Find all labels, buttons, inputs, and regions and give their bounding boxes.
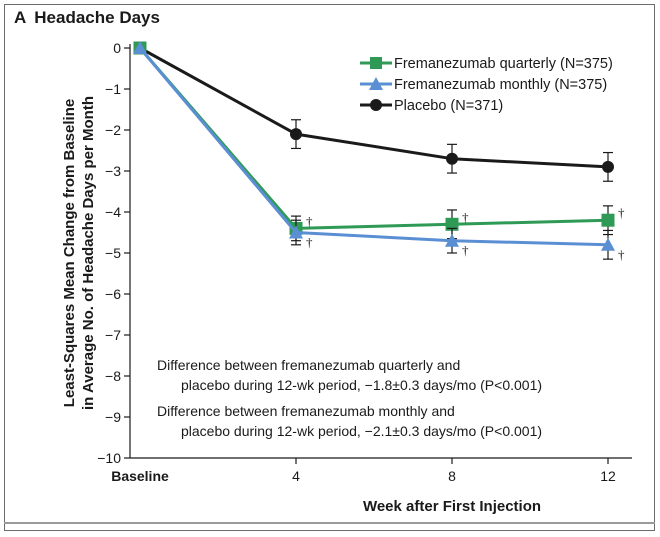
panel-letter: A [14,8,27,27]
y-tick-label: 0 [113,40,121,56]
y-tick-label: −6 [105,286,121,302]
significance-dagger: † [618,205,625,220]
data-point [602,160,614,173]
x-tick-label: Baseline [111,468,169,484]
y-tick-label: −3 [105,163,121,179]
legend-label: Fremanezumab quarterly (N=375) [394,56,613,72]
legend-item: Fremanezumab monthly (N=375) [360,77,607,93]
x-axis-title: Week after First Injection [363,498,541,515]
panel-title: A Headache Days [14,8,160,28]
y-tick-label: −5 [105,245,121,261]
figure-frame [4,4,655,531]
legend-marker [369,77,383,90]
annotations: Difference between fremanezumab quarterl… [157,357,542,439]
data-point [601,237,615,251]
y-tick-label: −4 [105,204,121,220]
annotation-line-4: placebo during 12-wk period, −2.1±0.3 da… [181,423,542,439]
series-line [138,47,609,230]
data-point [446,152,458,165]
x-tick-label: 8 [448,468,456,484]
data-point [289,225,303,239]
legend-item: Placebo (N=371) [360,98,503,114]
significance-dagger: † [462,243,469,258]
y-axis-title-line-2: in Average No. of Headache Days per Mont… [80,96,97,410]
x-tick-label: 4 [292,468,300,484]
legend: Fremanezumab quarterly (N=375) Fremanezum… [360,56,613,114]
legend-label: Fremanezumab monthly (N=375) [394,77,607,93]
data-point [133,41,147,54]
y-tick-label: −2 [105,122,121,138]
significance-dagger: † [618,247,625,262]
annotation-line-3: Difference between fremanezumab monthly … [157,403,455,419]
data-point [601,213,615,227]
y-tick-label: −8 [105,368,121,384]
data-point [290,128,302,141]
series-layer: † † † † † † [133,41,625,262]
series-line [139,46,609,169]
y-tick-label: −7 [105,327,121,343]
legend-item: Fremanezumab quarterly (N=375) [360,56,613,72]
legend-marker [370,99,382,111]
y-axis-title: Least-Squares Mean Change from Baseline … [61,96,97,410]
significance-dagger: † [462,209,469,224]
x-tick-label: 12 [600,468,616,484]
legend-label: Placebo (N=371) [394,98,503,114]
y-tick-label: −9 [105,409,121,425]
series-triangle: † † † [133,41,625,262]
significance-dagger: † [306,235,313,250]
series-line [138,47,609,247]
chart-title: Headache Days [34,8,160,27]
data-point [445,233,459,247]
y-tick-label: −1 [105,81,121,97]
annotation-line-2: placebo during 12-wk period, −1.8±0.3 da… [181,377,542,393]
axes: 0 −1 −2 −3 −4 −5 −6 −7 −8 −9 −10 Baseline 4 8 12 [97,40,632,484]
annotation-line-1: Difference between fremanezumab quarterl… [157,357,460,373]
legend-marker [370,57,382,69]
y-tick-label: −10 [97,450,121,466]
bottom-rule [4,522,655,524]
y-axis-title-line-1: Least-Squares Mean Change from Baseline [61,99,78,407]
significance-dagger: † [306,213,313,228]
